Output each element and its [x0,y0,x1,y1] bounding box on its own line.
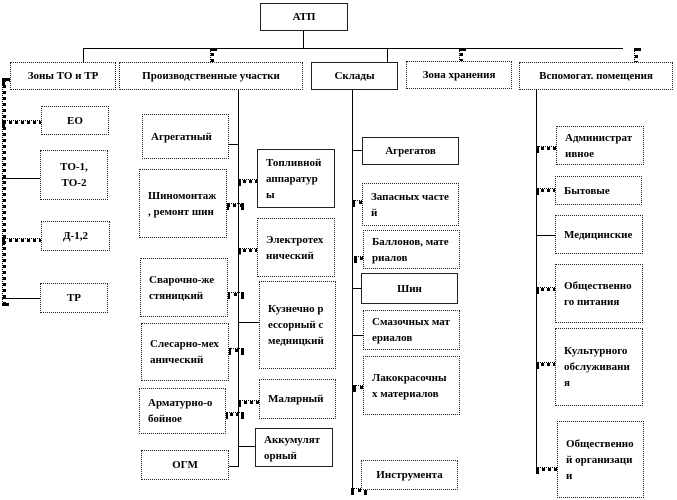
connector [352,335,363,336]
connector [352,150,362,151]
node-paint-shop: Малярный [259,379,336,419]
node-forge-shop: Кузнечно рессорный с медницкий [259,281,336,369]
node-aggregate-shop: Агрегатный [142,114,229,159]
connector [228,466,238,467]
connector [2,78,6,306]
node-wh-spare-parts: Запасных частей [362,183,459,226]
node-electrical-shop: Электротехнический [257,218,335,277]
node-d12: Д-1,2 [41,221,110,251]
node-wh-tires: Шин [361,273,458,304]
connector [238,89,239,467]
node-wh-tools: Инструмента [361,460,458,490]
connector [83,48,623,49]
node-aux-catering: Общественного питания [555,264,643,323]
node-tire-shop: Шиномонтаж , ремонт шин [139,169,227,238]
category-auxiliary: Вспомогат. помещения [519,62,673,90]
connector [225,412,244,416]
node-wh-paints: Лакокрасочных материалов [363,356,460,415]
connector [352,288,361,289]
node-ogm: ОГМ [141,450,229,480]
connector [2,298,40,299]
connector [226,203,244,207]
category-warehouses: Склады [311,62,398,90]
node-aux-household: Бытовые [555,176,642,205]
connector [351,488,367,492]
category-production: Производственные участки [119,62,303,90]
node-wh-aggregates: Агрегатов [362,137,459,165]
connector [228,144,238,145]
node-to1-to2: ТО-1, ТО-2 [40,150,108,200]
category-zones-to-tr: Зоны ТО и ТР [10,62,116,90]
node-aux-medical: Медицинские [555,215,643,254]
node-battery-shop: Аккумуляторный [255,428,333,467]
node-fuel-equipment-shop: Топливной аппаратуры [257,149,335,208]
category-storage-zone: Зона хранения [406,61,512,89]
connector [227,292,244,296]
connector [238,322,259,323]
connector [228,348,244,352]
node-upholstery-shop: Арматурно-обойное [139,388,226,434]
root-node: АТП [260,3,348,31]
node-wh-cylinders: Баллонов, материалов [363,230,460,269]
connector [352,89,353,490]
node-wh-lubricants: Смазочных материалов [363,310,460,350]
connector [536,89,537,467]
node-aux-public-org: Общественной организации [557,421,644,498]
node-eo: ЕО [41,106,109,135]
node-tr: ТР [40,283,108,313]
connector [303,30,304,48]
node-mechanical-shop: Слесарно-механический [141,323,229,381]
node-welding-shop: Сварочно-жестяницкий [140,258,228,317]
connector [536,235,555,236]
node-aux-administrative: Административное [556,126,644,165]
node-aux-cultural: Культурного обслуживания [555,328,643,406]
connector [2,178,40,179]
connector [238,446,255,447]
